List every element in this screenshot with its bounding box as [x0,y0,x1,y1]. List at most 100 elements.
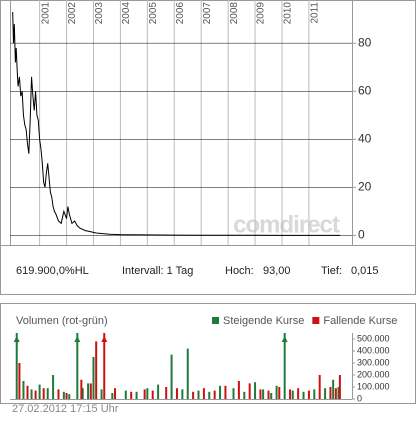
volume-bar [130,391,133,399]
volume-bar [307,390,310,399]
volume-bar [76,333,79,399]
volume-bar [103,333,106,399]
off-scale-arrow [281,336,288,342]
info-low: 0,015 [351,265,379,277]
volume-bar [42,388,45,399]
volume-bar [89,383,92,399]
y-tick-label: 400.000 [357,345,390,355]
off-scale-arrow [13,336,20,342]
y-tick-label: 20 [358,180,372,194]
timestamp: 27.02.2012 17:15 Uhr [12,403,119,415]
volume-bar [80,379,83,399]
y-tick-label: 300.000 [357,357,390,367]
volume-bar [165,387,168,399]
volume-bar [52,375,55,399]
volume-bar [332,379,335,399]
volume-bar [262,389,265,399]
volume-bar [297,388,300,399]
watermark: comdirect [233,211,340,238]
info-high: 93,00 [263,265,291,277]
y-tick-label: 200.000 [357,369,390,379]
volume-bar [92,357,95,399]
volume-bar [146,388,149,399]
info-low-label: Tief: [321,265,342,277]
legend-swatch [212,317,219,324]
volume-bar [259,389,262,399]
y-tick-label: 60 [358,83,372,97]
volume-bar [267,390,270,399]
x-tick-label: 2003 [94,2,105,25]
volume-bar [124,390,127,399]
volume-bar [254,382,257,399]
y-tick-label: 0 [357,393,362,403]
volume-bar [302,391,305,399]
volume-bar [38,384,41,399]
volume-bar [46,388,49,399]
volume-bar [219,385,222,399]
volume-bar [111,393,114,399]
volume-bar [338,375,341,399]
volume-bar [34,390,37,399]
volume-bar [114,388,117,399]
volume-bar [275,385,278,399]
volume-bar [143,389,146,399]
volume-bar [224,385,227,399]
legend-label: Fallende Kurse [323,315,397,327]
volume-bar [95,341,98,399]
x-tick-label: 2008 [229,2,240,25]
volume-bar [237,381,240,399]
volume-bar [248,383,251,399]
volume-bar [175,388,178,399]
volume-bar [135,391,138,399]
volume-bar [278,387,281,399]
legend-swatch [312,317,320,324]
volume-bar [208,391,211,399]
volume-bar [197,390,200,399]
volume-bar [65,393,68,399]
y-tick-label: 500.000 [357,333,390,343]
info-range: 619.900,0%HL [16,265,89,277]
volume-bar [192,391,195,399]
volume-bar [57,389,60,399]
volume-bar [334,388,337,399]
volume-bar [270,393,273,399]
price-panel [0,0,416,295]
volume-bar [291,390,294,399]
volume-bar [62,391,65,399]
x-tick-label: 2006 [175,2,186,25]
info-high-label: Hoch: [225,265,254,277]
off-scale-arrow [74,336,81,342]
volume-bar [337,387,340,399]
volume-bar [87,383,90,399]
volume-bar [213,390,216,399]
volume-bar [30,389,33,399]
x-tick-label: 2001 [40,2,51,25]
volume-bar [18,363,21,399]
x-tick-label: 2010 [283,2,294,25]
volume-bar [318,375,321,399]
x-tick-label: 2005 [148,2,159,25]
volume-bar [324,388,327,399]
volume-bar [243,391,246,399]
volume-bars [15,333,341,399]
legend-label: Steigende Kurse [223,315,304,327]
volume-bar [283,333,286,399]
y-tick-label: 80 [358,35,372,49]
volume-bar [68,394,71,399]
x-tick-label: 2007 [202,2,213,25]
volume-bar [170,354,173,399]
volume-bar [26,385,29,399]
volume-bar [22,381,25,399]
x-tick-label: 2004 [121,2,132,25]
volume-bar [151,390,154,399]
volume-bar [15,333,18,399]
info-interval: Intervall: 1 Tag [122,265,193,277]
volume-bar [157,384,160,399]
volume-bar [81,388,84,399]
x-tick-label: 2002 [67,2,78,25]
x-tick-label: 2009 [256,2,267,25]
volume-bar [181,389,184,399]
off-scale-arrow [101,336,108,342]
volume-bar [100,389,103,399]
